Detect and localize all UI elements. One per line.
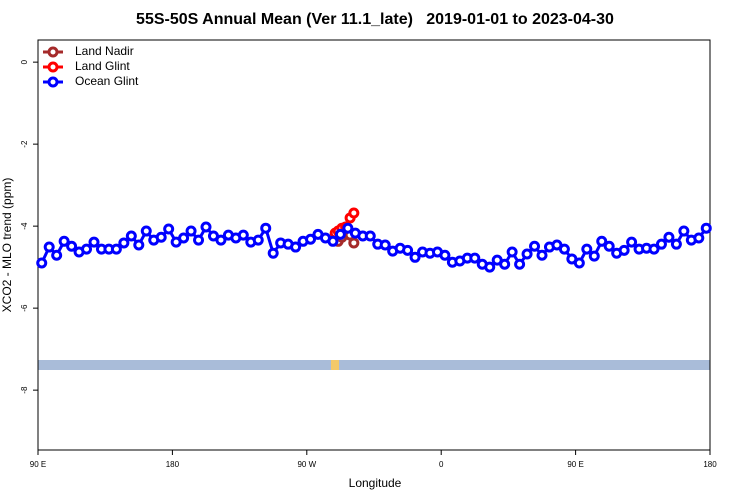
data-point [618, 244, 630, 256]
x-tick-label: 90 E [567, 460, 583, 469]
data-point [529, 240, 541, 252]
data-point [439, 249, 451, 261]
data-point [327, 235, 339, 247]
data-point [348, 237, 360, 249]
data-point [43, 241, 55, 253]
plot-frame [37, 39, 711, 451]
data-point [290, 241, 302, 253]
data-point [402, 244, 414, 256]
data-point [163, 223, 175, 235]
data-point [185, 225, 197, 237]
data-point [364, 230, 376, 242]
data-point [655, 238, 667, 250]
data-point [267, 247, 279, 259]
y-axis-label: XCO2 - MLO trend (ppm) [0, 178, 14, 313]
legend-label: Land Glint [75, 59, 130, 73]
y-tick-label: -2 [20, 140, 29, 148]
data-point [118, 237, 130, 249]
legend-marker [47, 61, 59, 73]
data-point [484, 261, 496, 273]
data-point [581, 243, 593, 255]
x-tick-label: 180 [703, 460, 717, 469]
x-tick-label: 180 [166, 460, 180, 469]
data-point [663, 231, 675, 243]
data-point [348, 207, 360, 219]
data-point [573, 257, 585, 269]
data-point [678, 225, 690, 237]
chart-title: 55S-50S Annual Mean (Ver 11.1_late) 2019… [136, 11, 614, 28]
y-tick-label: -8 [20, 386, 29, 394]
data-point [603, 240, 615, 252]
legend-label: Land Nadir [75, 44, 134, 58]
legend-marker [47, 76, 59, 88]
data-point [506, 246, 518, 258]
y-tick-label: 0 [20, 59, 29, 64]
data-point [215, 234, 227, 246]
legend-marker [47, 46, 59, 58]
data-point [379, 239, 391, 251]
data-point [140, 225, 152, 237]
data-point [81, 243, 93, 255]
data-point [588, 250, 600, 262]
x-axis-label: Longitude [349, 476, 402, 490]
x-tick-label: 90 W [297, 460, 316, 469]
data-point [155, 231, 167, 243]
surface-mask-band [38, 360, 710, 370]
data-point [51, 249, 63, 261]
data-point [178, 232, 190, 244]
data-point [305, 233, 317, 245]
data-point [334, 228, 346, 240]
data-point [193, 234, 205, 246]
data-point [66, 240, 78, 252]
data-point [409, 251, 421, 263]
data-point [133, 239, 145, 251]
data-point [648, 243, 660, 255]
data-point [58, 235, 70, 247]
data-point [670, 238, 682, 250]
data-point [626, 236, 638, 248]
legend-label: Ocean Glint [75, 74, 139, 88]
data-point [700, 222, 712, 234]
data-point [125, 230, 137, 242]
data-point [499, 258, 511, 270]
data-point [521, 248, 533, 260]
data-point [536, 249, 548, 261]
y-tick-label: -6 [20, 304, 29, 312]
surface-mask-land [331, 360, 339, 370]
x-tick-label: 0 [439, 460, 444, 469]
data-point [260, 222, 272, 234]
data-point [110, 243, 122, 255]
data-point [252, 234, 264, 246]
data-point [342, 222, 354, 234]
y-tick-label: -4 [20, 222, 29, 230]
data-point [36, 257, 48, 269]
data-point [596, 235, 608, 247]
data-point [469, 252, 481, 264]
data-point [88, 236, 100, 248]
x-tick-label: 90 E [30, 460, 46, 469]
data-point [200, 221, 212, 233]
data-point [693, 232, 705, 244]
data-point [558, 243, 570, 255]
data-point [237, 229, 249, 241]
data-point [514, 258, 526, 270]
